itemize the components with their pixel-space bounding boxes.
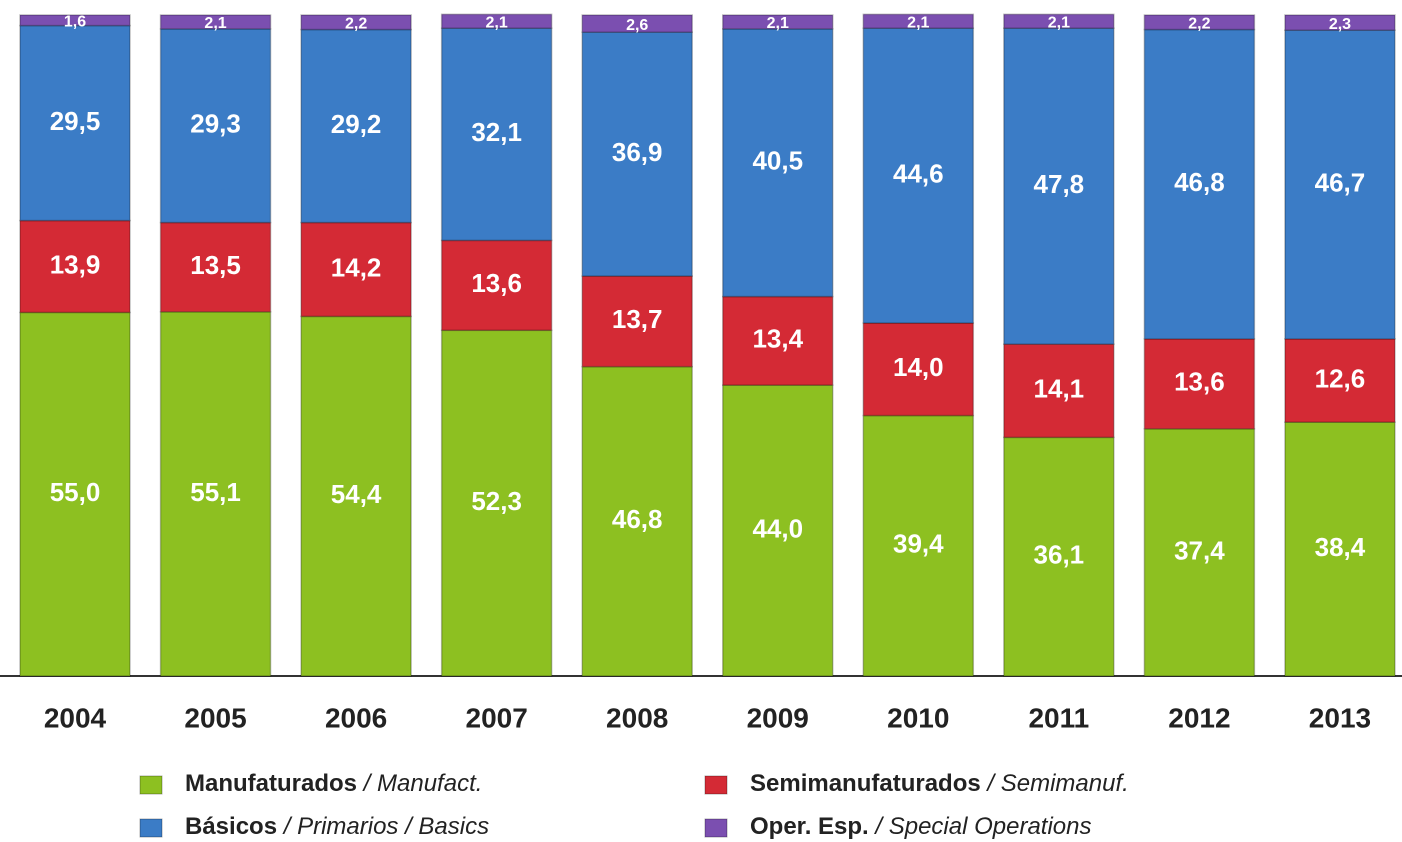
bar-segment: [1003, 27, 1115, 345]
value-label: 13,7: [612, 304, 663, 334]
bar-segment: [440, 329, 553, 677]
bar-segment: [722, 28, 834, 298]
bar-segment: [581, 31, 693, 277]
bar-segment: [19, 311, 131, 677]
value-label: 2,1: [486, 14, 508, 31]
legend-label: Manufaturados / Manufact.: [185, 770, 482, 797]
value-label: 14,2: [331, 252, 382, 282]
value-label: 14,1: [1034, 374, 1085, 404]
legend-marker: [139, 775, 163, 795]
value-label: 55,1: [190, 477, 241, 507]
bar-segment: [862, 27, 975, 324]
bar-segment: [581, 275, 693, 368]
legend-marker: [139, 818, 163, 838]
legend-marker: [704, 775, 728, 795]
bar-segment: [1003, 13, 1115, 29]
value-label: 36,1: [1034, 540, 1085, 570]
value-label: 2,6: [626, 17, 648, 34]
x-tick-label: 2007: [466, 702, 528, 733]
bar-segment: [1003, 436, 1115, 677]
x-tick-label: 2009: [747, 702, 809, 733]
value-label: 2,2: [1188, 15, 1210, 32]
value-label: 44,0: [752, 513, 803, 543]
value-label: 44,6: [893, 158, 944, 188]
bar-segment: [300, 221, 412, 318]
value-label: 29,3: [190, 109, 241, 139]
bar-segment: [1284, 29, 1396, 340]
x-tick-label: 2011: [1028, 702, 1089, 733]
value-label: 13,5: [190, 250, 241, 280]
bar-segment: [1284, 421, 1396, 677]
value-label: 32,1: [471, 117, 522, 147]
value-label: 2,3: [1329, 16, 1351, 33]
x-tick-label: 2004: [44, 702, 107, 733]
legend-label: Oper. Esp. / Special Operations: [750, 813, 1092, 840]
bar-segment: [1143, 338, 1256, 430]
bar-segment: [581, 14, 693, 33]
value-label: 2,2: [345, 15, 367, 32]
value-label: 2,1: [767, 15, 789, 32]
x-tick-label: 2010: [887, 702, 949, 733]
bar-segment: [862, 13, 975, 29]
value-label: 13,9: [50, 249, 101, 279]
value-label: 55,0: [50, 477, 101, 507]
value-label: 2,1: [1048, 14, 1070, 31]
value-label: 46,8: [1174, 167, 1225, 197]
bar-segment: [440, 13, 553, 29]
bar-segment: [581, 365, 693, 677]
x-tick-label: 2012: [1168, 702, 1230, 733]
bar-segment: [862, 414, 975, 677]
x-tick-label: 2013: [1309, 702, 1371, 733]
value-label: 38,4: [1315, 532, 1366, 562]
value-label: 46,8: [612, 504, 663, 534]
value-label: 1,6: [64, 14, 86, 31]
bar-segment: [1284, 338, 1396, 423]
bar-segment: [1003, 343, 1115, 439]
value-label: 13,4: [752, 324, 803, 354]
bar-segment: [159, 311, 272, 677]
bar-segment: [862, 322, 975, 417]
bar-segment: [300, 28, 412, 224]
bar-segment: [722, 14, 834, 30]
bar-segment: [159, 14, 272, 30]
value-label: 2,1: [204, 15, 226, 32]
bar-segment: [1284, 14, 1396, 31]
bar-segment: [300, 14, 412, 31]
x-tick-label: 2006: [325, 702, 387, 733]
value-label: 52,3: [471, 486, 522, 516]
bar-segment: [1143, 14, 1256, 31]
value-label: 29,2: [331, 109, 382, 139]
value-label: 40,5: [752, 146, 803, 176]
bar-segment: [1143, 28, 1256, 340]
bar-segment: [722, 295, 834, 386]
value-label: 36,9: [612, 137, 663, 167]
value-label: 47,8: [1034, 169, 1085, 199]
bar-segment: [440, 239, 553, 332]
legend-marker: [704, 818, 728, 838]
bar-segment: [19, 14, 131, 27]
bar-segment: [300, 315, 412, 677]
bar-segment: [19, 219, 131, 314]
value-label: 29,5: [50, 106, 101, 136]
bar-segment: [159, 28, 272, 224]
bar-segment: [159, 221, 272, 313]
value-label: 46,7: [1315, 167, 1366, 197]
value-label: 13,6: [471, 268, 522, 298]
value-label: 14,0: [893, 352, 944, 382]
x-tick-label: 2008: [606, 702, 668, 733]
value-label: 54,4: [331, 479, 382, 509]
value-label: 37,4: [1174, 535, 1225, 565]
value-label: 12,6: [1315, 363, 1366, 393]
legend-label: Semimanufaturados / Semimanuf.: [750, 770, 1129, 797]
legend-label: Básicos / Primarios / Basics: [185, 813, 489, 840]
value-label: 39,4: [893, 529, 944, 559]
x-tick-label: 2005: [184, 702, 246, 733]
value-label: 2,1: [907, 14, 929, 31]
value-label: 13,6: [1174, 367, 1225, 397]
